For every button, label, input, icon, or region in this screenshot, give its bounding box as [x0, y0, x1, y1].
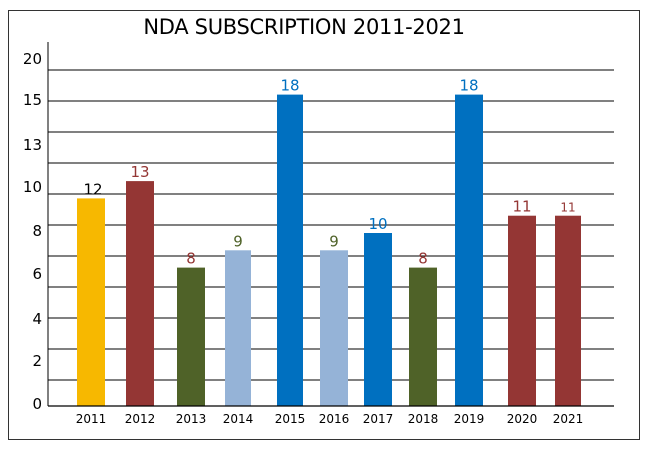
bar-2016	[320, 250, 348, 406]
bar-2014	[225, 250, 251, 406]
x-tick-label-2018: 2018	[408, 412, 439, 426]
data-label-2011: 12	[83, 180, 102, 198]
y-axis-tick-labels: 0 2 4 6 8 10 13 15 20	[23, 50, 42, 413]
bar-2019	[455, 94, 483, 406]
data-label-2017: 10	[368, 215, 387, 233]
data-label-2018: 8	[418, 250, 428, 268]
bar-2013	[177, 267, 205, 406]
chart-frame	[8, 10, 640, 440]
data-label-2020: 11	[512, 198, 531, 216]
y-tick-label: 4	[32, 310, 42, 328]
bar-2017	[364, 233, 392, 406]
data-label-2013: 8	[186, 250, 196, 268]
data-label-2021: 11	[560, 201, 575, 215]
bar-2020	[508, 215, 536, 406]
bars	[77, 94, 581, 406]
data-label-2012: 13	[130, 163, 149, 181]
x-tick-label-2015: 2015	[275, 412, 306, 426]
y-tick-label: 0	[32, 395, 42, 413]
data-label-2016: 9	[329, 232, 339, 250]
x-tick-label-2012: 2012	[125, 412, 156, 426]
y-tick-label: 6	[32, 265, 42, 283]
bar-2021	[555, 215, 581, 406]
data-labels: 12 13 8 9 18 9 10 8 18 11 11	[83, 77, 575, 268]
x-tick-label-2011: 2011	[76, 412, 107, 426]
chart-title: NDA SUBSCRIPTION 2011-2021	[143, 15, 464, 39]
data-label-2014: 9	[233, 232, 243, 250]
bar-2012	[126, 181, 154, 406]
x-tick-label-2019: 2019	[454, 412, 485, 426]
data-label-2019: 18	[459, 77, 478, 95]
x-tick-label-2016: 2016	[319, 412, 350, 426]
y-tick-label: 15	[23, 91, 42, 109]
bar-2011	[77, 198, 105, 406]
x-tick-label-2021: 2021	[553, 412, 584, 426]
data-label-2015: 18	[280, 77, 299, 95]
x-tick-label-2017: 2017	[363, 412, 394, 426]
y-tick-label: 2	[32, 352, 42, 370]
x-tick-label-2020: 2020	[507, 412, 538, 426]
bar-2015	[277, 94, 303, 406]
bar-2018	[409, 267, 437, 406]
y-tick-label: 20	[23, 50, 42, 68]
x-axis-tick-labels: 2011 2012 2013 2014 2015 2016 2017 2018 2019 2020…	[76, 412, 584, 426]
x-tick-label-2013: 2013	[176, 412, 207, 426]
y-tick-label: 13	[23, 136, 42, 154]
x-tick-label-2014: 2014	[223, 412, 254, 426]
y-tick-label: 10	[23, 178, 42, 196]
y-tick-label: 8	[32, 222, 42, 240]
